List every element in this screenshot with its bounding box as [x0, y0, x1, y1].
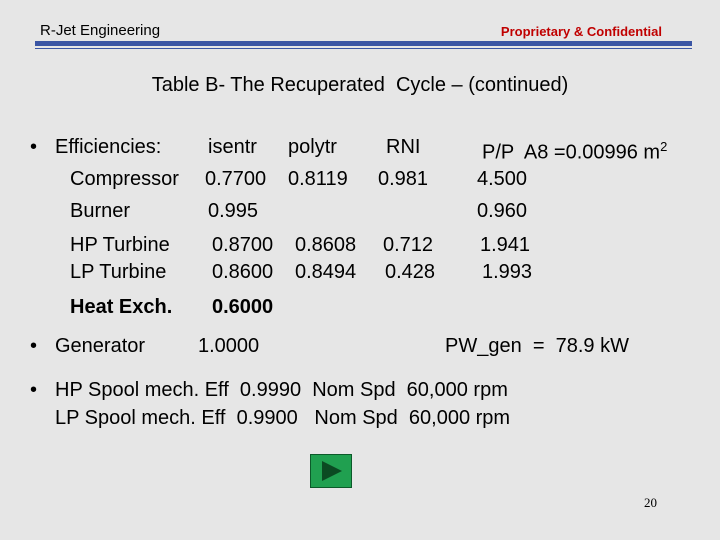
play-icon[interactable] — [322, 461, 342, 481]
generator-power: PW_gen = 78.9 kW — [445, 335, 629, 357]
column-header: polytr — [288, 136, 337, 158]
column-header: P/P A8 =0.00996 m2 — [482, 135, 667, 165]
cell: 4.500 — [477, 168, 528, 190]
cell: 0.8494 — [295, 261, 357, 283]
cell: 0.8700 — [212, 234, 274, 256]
cell: 1.993 — [482, 261, 533, 283]
cell: 0.960 — [477, 200, 528, 222]
pp-header: P/P A8 =0.00996 m — [482, 141, 661, 164]
header-rule-thin — [35, 48, 692, 49]
cell: 0.712 — [383, 234, 434, 256]
row-name: Burner — [70, 200, 131, 222]
spool-line: HP Spool mech. Eff 0.9990 Nom Spd 60,000… — [55, 379, 508, 401]
cell: 0.7700 — [205, 168, 267, 190]
row-name: Compressor — [70, 168, 179, 190]
column-header: RNI — [386, 136, 421, 158]
generator-value: 1.0000 — [198, 335, 260, 357]
header-right: Proprietary & Confidential — [500, 24, 662, 39]
pp-exponent: 2 — [660, 139, 668, 154]
cell: 0.981 — [378, 168, 429, 190]
cell: 0.428 — [385, 261, 436, 283]
header-rule — [35, 41, 692, 46]
cell: 0.8608 — [295, 234, 357, 256]
spool-line: LP Spool mech. Eff 0.9900 Nom Spd 60,000… — [55, 407, 511, 429]
slide-title: Table B- The Recuperated Cycle – (contin… — [151, 74, 569, 96]
header-left: R-Jet Engineering — [40, 22, 161, 39]
page-number: 20 — [644, 495, 657, 510]
generator-label: Generator — [55, 335, 146, 357]
efficiencies-label: Efficiencies: — [55, 136, 162, 158]
play-button[interactable] — [310, 454, 352, 488]
row-name: LP Turbine — [70, 261, 167, 283]
cell: 0.8119 — [288, 168, 348, 190]
bullet: • — [30, 379, 38, 401]
row-name: Heat Exch. — [70, 296, 173, 318]
bullet: • — [30, 136, 38, 158]
column-header: isentr — [208, 136, 257, 158]
cell: 0.995 — [208, 200, 259, 222]
cell: 1.941 — [480, 234, 531, 256]
cell: 0.6000 — [212, 296, 274, 318]
cell: 0.8600 — [212, 261, 274, 283]
row-name: HP Turbine — [70, 234, 170, 256]
bullet: • — [30, 335, 38, 357]
